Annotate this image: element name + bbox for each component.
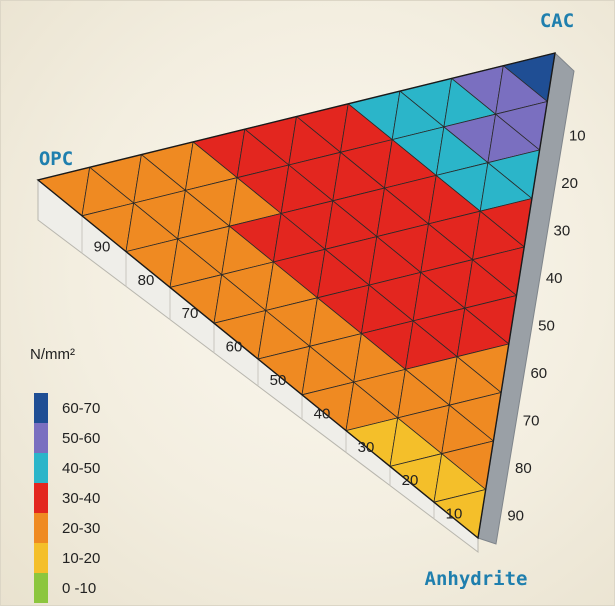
legend-label: 50-60 bbox=[62, 430, 100, 447]
tick-label-right: 20 bbox=[561, 175, 578, 192]
strength-cells bbox=[37, 52, 556, 539]
legend-label: 0 -10 bbox=[62, 580, 96, 597]
tick-label-left: 20 bbox=[402, 472, 419, 489]
tick-label-left: 40 bbox=[314, 405, 331, 422]
tick-label-left: 30 bbox=[358, 439, 375, 456]
legend-label: 40-50 bbox=[62, 460, 100, 477]
legend-label: 60-70 bbox=[62, 400, 100, 417]
legend-swatch bbox=[34, 483, 48, 513]
tick-label-left: 80 bbox=[138, 272, 155, 289]
vertex-label-opc: OPC bbox=[39, 148, 73, 170]
legend-swatch bbox=[34, 423, 48, 453]
tick-label-left: 70 bbox=[182, 305, 199, 322]
legend-swatch bbox=[34, 543, 48, 573]
tick-label-right: 30 bbox=[554, 223, 571, 240]
tick-label-right: 70 bbox=[523, 413, 540, 430]
triangle-edges bbox=[36, 52, 556, 540]
legend-label: 10-20 bbox=[62, 550, 100, 567]
left-edge-ticks: 90 80 70 60 50 40 30 20 10 bbox=[94, 238, 463, 522]
tick-label-right: 80 bbox=[515, 460, 532, 477]
tick-label-right: 90 bbox=[507, 508, 524, 525]
tick-label-right: 50 bbox=[538, 318, 555, 335]
legend-swatch bbox=[34, 453, 48, 483]
legend-label: 20-30 bbox=[62, 520, 100, 537]
tick-label-right: 40 bbox=[546, 270, 563, 287]
legend-swatch bbox=[34, 393, 48, 423]
legend-swatch bbox=[34, 513, 48, 543]
right-edge-ticks: 10 20 30 40 50 60 70 80 90 bbox=[507, 128, 585, 525]
legend-swatch bbox=[34, 573, 48, 603]
tick-label-right: 60 bbox=[530, 365, 547, 382]
legend-label: 30-40 bbox=[62, 490, 100, 507]
color-legend: 60-70 50-60 40-50 30-40 20-30 10-20 0 -10 bbox=[34, 393, 100, 603]
triangle-outline bbox=[36, 52, 556, 540]
tick-label-left: 60 bbox=[226, 339, 243, 356]
tick-label-left: 10 bbox=[446, 506, 463, 523]
tick-label-left: 90 bbox=[94, 238, 111, 255]
tick-label-right: 10 bbox=[569, 128, 586, 145]
vertex-label-cac: CAC bbox=[540, 10, 574, 32]
unit-label: N/mm² bbox=[30, 346, 75, 363]
tick-label-left: 50 bbox=[270, 372, 287, 389]
vertex-label-anhydrite: Anhydrite bbox=[425, 568, 528, 590]
